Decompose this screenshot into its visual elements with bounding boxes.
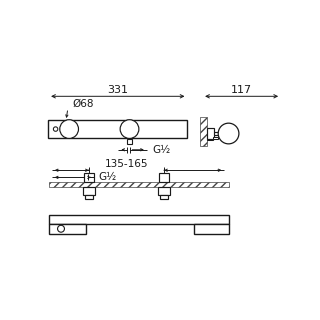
Bar — [207, 139, 212, 140]
Text: 331: 331 — [107, 85, 128, 95]
Bar — [159, 173, 169, 182]
Text: 135-165: 135-165 — [105, 159, 148, 169]
Bar — [200, 117, 207, 146]
Bar — [194, 224, 229, 234]
Bar — [49, 182, 229, 188]
Text: Ø68: Ø68 — [73, 99, 94, 109]
Circle shape — [120, 120, 139, 139]
Circle shape — [53, 127, 58, 131]
Bar — [49, 224, 86, 234]
Circle shape — [60, 120, 78, 139]
Circle shape — [218, 123, 239, 144]
Bar — [158, 188, 170, 195]
Circle shape — [58, 225, 64, 232]
Bar — [83, 188, 95, 195]
Bar — [85, 195, 92, 199]
Bar — [84, 173, 93, 182]
Bar — [207, 128, 214, 139]
Text: 117: 117 — [231, 85, 252, 95]
Text: G½: G½ — [98, 172, 116, 182]
Bar — [48, 120, 188, 138]
Bar — [49, 215, 229, 224]
Text: G½: G½ — [152, 145, 171, 155]
Bar — [213, 137, 218, 140]
Bar — [160, 195, 168, 199]
Bar — [127, 139, 132, 144]
